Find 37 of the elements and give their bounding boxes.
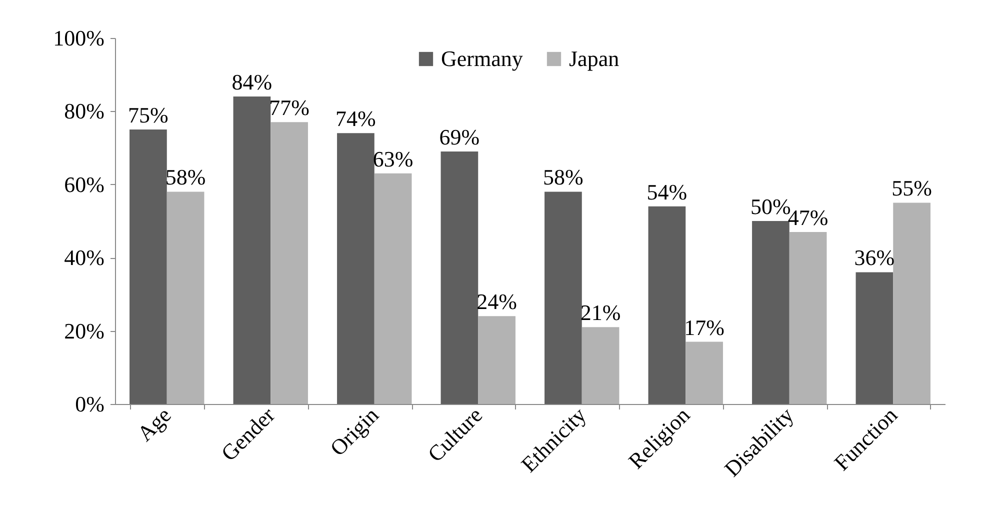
y-tick-label: 0% (75, 392, 104, 416)
data-label: 58% (543, 164, 584, 190)
bar (166, 192, 204, 404)
bar (270, 122, 308, 404)
bar (752, 221, 790, 404)
legend-label: Germany (441, 46, 523, 71)
data-label: 54% (646, 179, 688, 204)
data-label: 74% (336, 106, 376, 132)
y-tick-label: 20% (64, 318, 104, 344)
data-label: 55% (892, 176, 932, 201)
bar (478, 316, 516, 404)
bar (789, 232, 827, 404)
data-label: 69% (439, 124, 480, 150)
data-label: 36% (854, 245, 895, 270)
data-label: 77% (269, 95, 310, 120)
bar (130, 130, 167, 404)
bar (544, 192, 582, 404)
data-label: 84% (232, 70, 272, 95)
y-tick-label: 40% (64, 245, 104, 270)
x-tick-label: Age (132, 402, 176, 446)
y-tick-label: 60% (64, 172, 104, 197)
data-label: 17% (684, 314, 724, 340)
bar (233, 96, 271, 404)
bar (648, 206, 686, 404)
y-tick-label: 100% (53, 26, 104, 50)
bar (856, 272, 894, 404)
y-tick-label: 80% (64, 98, 104, 124)
bar (582, 327, 620, 404)
bar (893, 202, 930, 404)
legend-label: Japan (569, 46, 620, 71)
data-label: 75% (128, 102, 168, 128)
bar (686, 342, 723, 404)
bar (337, 133, 374, 404)
data-label: 50% (750, 194, 791, 219)
data-label: 58% (165, 164, 206, 190)
bar (440, 151, 478, 404)
bar (374, 173, 412, 404)
